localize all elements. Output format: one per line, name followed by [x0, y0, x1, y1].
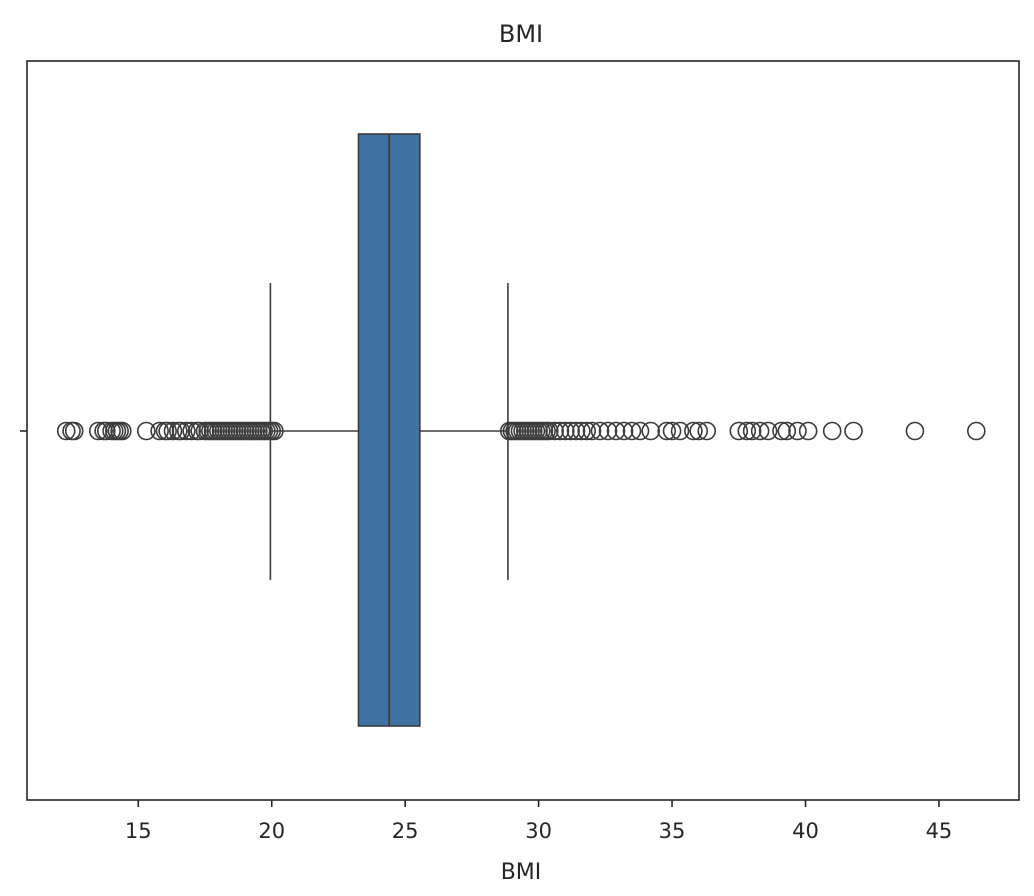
outlier-point	[905, 421, 925, 441]
box-group	[269, 133, 509, 727]
outlier-point	[662, 421, 682, 441]
outlier-point	[772, 421, 791, 441]
outlier-point	[88, 421, 108, 441]
x-tick-label: 40	[792, 819, 819, 843]
outlier-point	[622, 421, 642, 441]
outlier-point	[697, 421, 717, 441]
x-axis-ticks: 15 20 25 30 35 40 45	[125, 800, 952, 843]
outlier-point	[614, 421, 634, 441]
outlier-point	[742, 421, 762, 441]
outlier-point	[737, 421, 757, 441]
outlier-point	[577, 421, 596, 441]
outlier-point	[545, 421, 564, 441]
chart-title: BMI	[499, 20, 543, 48]
outlier-point	[630, 421, 650, 441]
outlier-point	[798, 421, 818, 441]
outliers	[56, 421, 986, 441]
outlier-point	[190, 421, 209, 441]
x-tick-label: 45	[926, 819, 953, 843]
outlier-point	[590, 421, 610, 441]
outlier-point	[966, 421, 986, 441]
outlier-point	[158, 421, 177, 441]
x-axis-label: BMI	[501, 860, 542, 885]
outlier-point	[150, 421, 169, 441]
outlier-point	[606, 421, 626, 441]
outlier-point	[844, 421, 863, 441]
outlier-point	[56, 421, 76, 441]
outlier-point	[572, 421, 591, 441]
x-tick-label: 30	[525, 819, 552, 843]
outlier-point	[598, 421, 618, 441]
outlier-point	[641, 421, 661, 441]
outlier-point	[566, 421, 586, 441]
outlier-point	[657, 421, 677, 441]
outlier-point	[163, 421, 183, 441]
outlier-point	[684, 421, 703, 441]
outlier-point	[689, 421, 709, 441]
outlier-point	[822, 421, 842, 441]
outlier-point	[136, 421, 156, 441]
outlier-point	[539, 421, 559, 441]
outlier-point	[788, 421, 807, 441]
outlier-point	[729, 421, 749, 441]
outlier-point	[64, 421, 84, 441]
outlier-point	[670, 421, 690, 441]
x-tick-label: 25	[392, 819, 419, 843]
outlier-point	[177, 421, 196, 441]
outlier-point	[561, 421, 580, 441]
outlier-point	[112, 421, 132, 441]
x-tick-label: 35	[659, 819, 686, 843]
outlier-point	[171, 421, 191, 441]
outlier-point	[758, 421, 778, 441]
x-tick-label: 15	[125, 819, 152, 843]
outlier-point	[550, 421, 570, 441]
outlier-point	[96, 421, 116, 441]
outlier-point	[182, 421, 201, 441]
outlier-point	[750, 421, 770, 441]
outlier-point	[582, 421, 602, 441]
outlier-point	[556, 421, 575, 441]
x-tick-label: 20	[258, 819, 285, 843]
outlier-point	[777, 421, 797, 441]
